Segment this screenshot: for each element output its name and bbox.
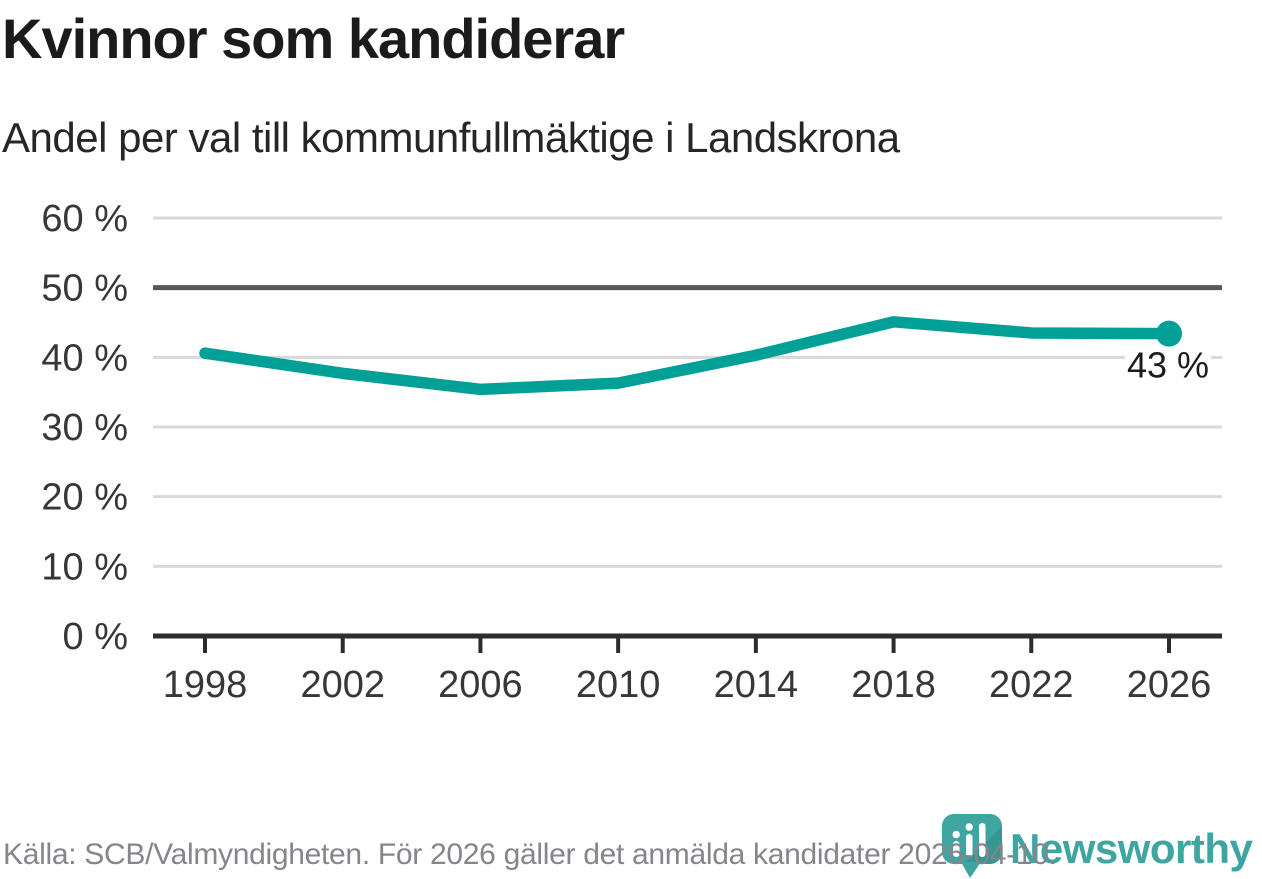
- x-tick-label-2014: 2014: [714, 664, 799, 706]
- y-tick-label-40: 40 %: [41, 337, 128, 379]
- x-tick-label-2002: 2002: [300, 664, 385, 706]
- logo-dot-1: [952, 830, 960, 839]
- y-tick-label-60: 60 %: [41, 198, 128, 240]
- x-tick-label-2026: 2026: [1127, 664, 1212, 706]
- chart-title: Kvinnor som kandiderar: [2, 7, 625, 70]
- last-value-label: 43 %: [1127, 345, 1209, 386]
- newsworthy-logo-icon: [942, 814, 1002, 878]
- logo-bar-1: [953, 841, 960, 857]
- x-tick-label-2022: 2022: [989, 664, 1074, 706]
- chart-subtitle: Andel per val till kommunfullmäktige i L…: [2, 114, 900, 161]
- logo-bar-3: [979, 823, 986, 857]
- x-tick-label-2006: 2006: [438, 664, 523, 706]
- y-tick-label-30: 30 %: [41, 407, 128, 449]
- y-tick-label-0: 0 %: [63, 616, 128, 658]
- annotation-mask: [1125, 346, 1211, 383]
- logo-bubble-tail: [961, 862, 981, 878]
- x-tick-label-1998: 1998: [163, 664, 248, 706]
- y-tick-label-10: 10 %: [41, 546, 128, 588]
- x-tick-label-2018: 2018: [851, 664, 936, 706]
- end-point-marker: [1156, 320, 1182, 347]
- y-tick-label-50: 50 %: [41, 268, 128, 310]
- newsworthy-wordmark: Newsworthy: [1010, 825, 1253, 872]
- data-line: [199, 316, 1175, 396]
- source-note: Källa: SCB/Valmyndigheten. För 2026 gäll…: [3, 838, 1057, 871]
- x-tick-label-2010: 2010: [576, 664, 661, 706]
- logo-dot-2: [965, 823, 973, 831]
- logo-bar-2: [966, 834, 973, 857]
- y-tick-label-20: 20 %: [41, 477, 128, 519]
